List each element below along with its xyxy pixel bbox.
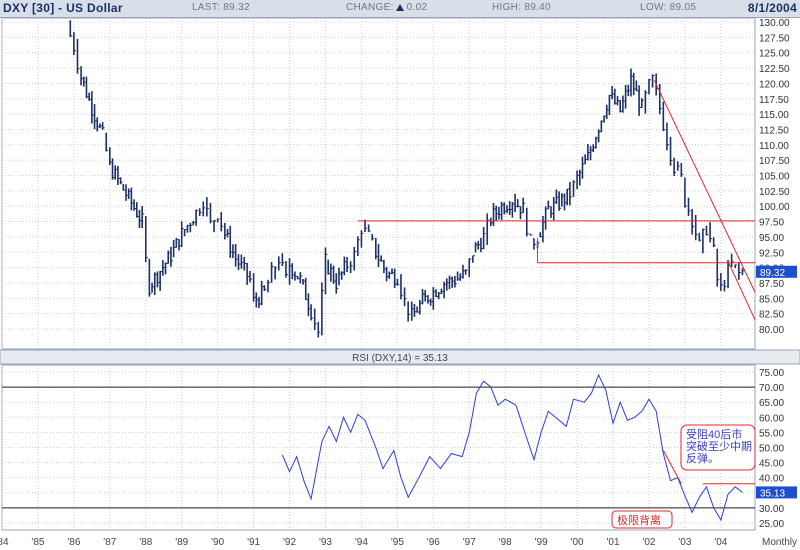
price-last-badge [756, 265, 797, 278]
rsi-last-badge [756, 486, 797, 499]
rsi-last-value: 35.13 [760, 488, 785, 499]
rsi-y-tick-label: 70.00 [759, 383, 784, 394]
last-label: LAST: [192, 2, 221, 13]
change-label: CHANGE: [346, 2, 394, 13]
x-tick-label: '01 [607, 537, 620, 548]
rsi-y-tick-label: 55.00 [759, 428, 784, 439]
rsi-y-tick-label: 25.00 [759, 519, 784, 530]
price-y-tick-label: 107.50 [759, 156, 790, 167]
price-y-tick-label: 125.00 [759, 49, 790, 60]
x-tick-label: '95 [391, 537, 404, 548]
price-y-tick-label: 130.00 [759, 18, 790, 29]
rsi-title-bar [0, 349, 800, 365]
x-tick-label: '87 [103, 537, 116, 548]
x-tick-label: '02 [642, 537, 655, 548]
x-tick-label: '85 [31, 537, 44, 548]
price-last-value: 89.32 [760, 268, 785, 279]
price-y-tick-label: 87.50 [759, 279, 784, 290]
x-tick-label: '00 [571, 537, 584, 548]
rsi-y-tick-label: 30.00 [759, 504, 784, 515]
last-value: 89.32 [223, 2, 250, 13]
change-quote: CHANGE: 0.02 [346, 2, 427, 13]
high-value: 89.40 [524, 2, 551, 13]
rsi-y-tick-label: 65.00 [759, 398, 784, 409]
x-tick-label: '92 [283, 537, 296, 548]
low-value: 89.05 [669, 2, 697, 13]
price-y-tick-label: 110.00 [759, 141, 789, 152]
rsi-title: RSI (DXY,14) = 35.13 [352, 353, 448, 364]
rsi-line [281, 373, 743, 522]
period-label: Monthly [762, 537, 797, 548]
high-label: HIGH: [492, 2, 522, 13]
x-tick-label: '88 [139, 537, 152, 548]
low-label: LOW: [640, 2, 667, 13]
rsi-y-tick-label: 40.00 [759, 474, 784, 485]
up-arrow-icon [395, 4, 404, 11]
low-quote: LOW: 89.05 [640, 2, 696, 13]
annotation-box-2 [611, 510, 673, 529]
annotation-text-1-line: 受阻40后市 [686, 427, 742, 441]
price-annotations [357, 80, 756, 320]
x-tick-label: '91 [247, 537, 260, 548]
x-tick-label: '04 [714, 537, 727, 548]
quote-date: 8/1/2004 [747, 1, 797, 15]
x-tick-label: '84 [0, 537, 9, 548]
symbol-title: DXY [30] - US Dollar [3, 1, 123, 15]
price-y-tick-label: 82.50 [759, 310, 784, 321]
change-value: 0.02 [406, 2, 428, 13]
rsi-y-tick-label: 50.00 [759, 444, 784, 455]
price-y-tick-label: 117.50 [759, 95, 789, 106]
rsi-annotations [662, 450, 755, 485]
price-y-tick-label: 115.00 [759, 110, 789, 121]
downtrend-line [653, 80, 756, 293]
x-tick-label: '99 [535, 537, 548, 548]
x-tick-label: '86 [67, 537, 80, 548]
price-y-tick-label: 120.00 [759, 79, 790, 90]
x-tick-label: '94 [355, 537, 368, 548]
price-y-tick-label: 92.50 [759, 248, 784, 259]
x-tick-label: '97 [463, 537, 476, 548]
price-y-tick-label: 95.00 [759, 233, 784, 244]
price-y-tick-label: 112.50 [759, 125, 789, 136]
rsi-y-tick-label: 75.00 [759, 368, 784, 379]
annotation-text-1-line: 反弹。 [686, 451, 719, 465]
rsi-y-tick-label: 60.00 [759, 413, 784, 424]
high-quote: HIGH: 89.40 [492, 2, 551, 13]
x-tick-label: '96 [427, 537, 440, 548]
x-tick-label: '93 [319, 537, 332, 548]
annotation-text-1: 受阻40后市突破至少中期反弹。 [686, 427, 752, 465]
price-y-tick-label: 97.50 [759, 218, 784, 229]
rsi-y-tick-label: 45.00 [759, 459, 784, 470]
x-tick-label: '90 [211, 537, 224, 548]
price-y-tick-label: 85.00 [759, 294, 784, 305]
annotation-box-1 [680, 424, 756, 471]
last-quote: LAST: 89.32 [192, 2, 250, 13]
annotation-text-2: 极限背离 [617, 513, 661, 527]
rsi-annotation-pointer [662, 450, 682, 484]
rsi-panel-frame [1, 364, 756, 531]
x-tick-label: '89 [175, 537, 188, 548]
quote-header: DXY [30] - US Dollar LAST: 89.32 CHANGE:… [0, 0, 800, 18]
x-tick-label: '98 [499, 537, 512, 548]
price-y-tick-label: 80.00 [759, 325, 784, 336]
annotation-text-1-line: 突破至少中期 [686, 439, 752, 453]
x-tick-label: '03 [678, 537, 691, 548]
price-panel-frame [1, 17, 756, 350]
price-y-tick-label: 105.00 [759, 172, 790, 183]
downtrend-line-2 [727, 261, 756, 320]
price-y-tick-label: 102.50 [759, 187, 790, 198]
price-series [69, 20, 745, 338]
price-y-tick-label: 100.00 [759, 202, 790, 213]
price-y-tick-label: 127.50 [759, 33, 790, 44]
price-y-tick-label: 122.50 [759, 64, 790, 75]
